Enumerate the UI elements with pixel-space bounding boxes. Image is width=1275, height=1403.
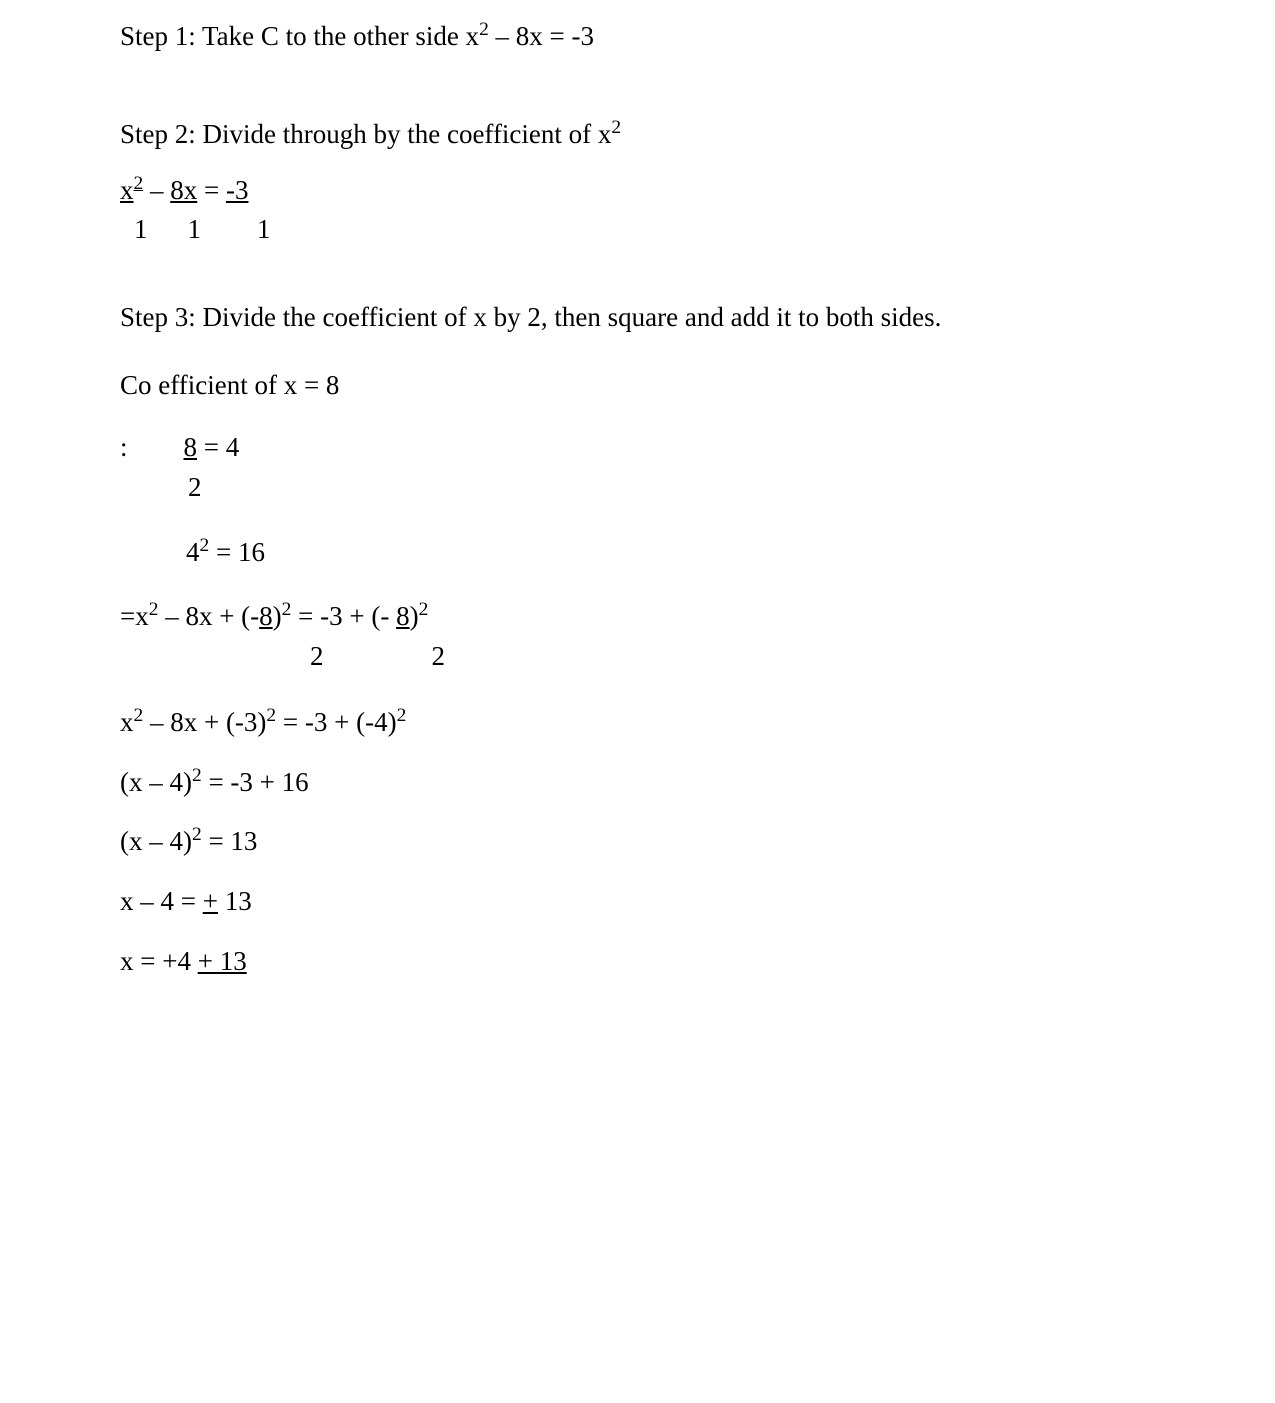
eqA-eq: = -3 + (- [291,601,396,631]
eqA-8a: 8 [259,601,273,631]
den-1a: 1 [134,214,148,244]
eq4: = 4 [197,432,239,462]
step3-eqB: x2 – 8x + (-3)2 = -3 + (-4)2 [120,704,1275,742]
step3-eqA-num: =x2 – 8x + (-8)2 = -3 + (- 8)2 [120,598,1275,636]
exp-2: 2 [149,599,159,620]
frac-8: 8 [184,432,198,462]
exp-2: 2 [134,173,144,194]
eqB-mid: – 8x + (-3) [143,707,266,737]
step3-eqC: (x – 4)2 = -3 + 16 [120,764,1275,802]
exp-2: 2 [200,535,210,556]
frac-8x: 8x [170,175,197,205]
step3-4sq: 42 = 16 [120,534,1275,572]
frac-x2: x [120,175,134,205]
eqA-pre: =x [120,601,149,631]
eqA-p2: ) [410,601,419,631]
eqC-rest: = -3 + 16 [202,767,309,797]
eqA-8b: 8 [396,601,410,631]
step1-text: Step 1: Take C to the other side x [120,21,479,51]
exp-2: 2 [134,705,144,726]
exp-2: 2 [192,765,202,786]
eqA-d1: 2 [310,641,324,671]
eqC-pre: (x – 4) [120,767,192,797]
eqA-d2: 2 [432,641,446,671]
eqA-p1: ) [273,601,282,631]
den-2: 2 [188,472,202,502]
eqE-pre: x – 4 = [120,886,203,916]
step3-eqD: (x – 4)2 = 13 [120,823,1275,861]
den-1c: 1 [257,214,271,244]
step3-eqA-den: 22 [120,638,1275,676]
eqB-rest2: = -3 + (-4) [276,707,396,737]
four: 4 [186,537,200,567]
step2-frac-den: 1 1 1 [120,211,1275,249]
step-2: Step 2: Divide through by the coefficien… [120,116,1275,249]
eqF-pm: + 13 [198,946,247,976]
exp-2: 2 [611,117,621,138]
step2-text: Step 2: Divide through by the coefficien… [120,119,611,149]
step2-frac-num: x2 – 8x = -3 [120,172,1275,210]
eqB-x: x [120,707,134,737]
step3-eqF: x = +4 + 13 [120,943,1275,981]
exp-2: 2 [192,824,202,845]
step3-8over2-den: 2 [120,469,1275,507]
step3-coef: Co efficient of x = 8 [120,367,1275,405]
eq16: = 16 [209,537,265,567]
eqF-pre: x = +4 [120,946,198,976]
frac-eq: = [197,175,226,205]
exp-2: 2 [397,705,407,726]
exp-2: 2 [419,599,429,620]
frac-neg3: -3 [226,175,249,205]
step3-8over2: : 8 = 4 [120,429,1275,467]
step3-eqE: x – 4 = + 13 [120,883,1275,921]
step-3: Step 3: Divide the coefficient of x by 2… [120,299,1275,981]
eqD-pre: (x – 4) [120,826,192,856]
step3-label-line: Step 3: Divide the coefficient of x by 2… [120,299,1110,337]
exp-2: 2 [282,599,292,620]
step-1: Step 1: Take C to the other side x2 – 8x… [120,18,1110,56]
eqD-rest: = 13 [202,826,258,856]
step1-text-b: – 8x = -3 [489,21,594,51]
exp-2: 2 [479,19,489,40]
exp-2: 2 [266,705,276,726]
colon: : [120,432,128,462]
den-1b: 1 [188,214,202,244]
step3-text: Step 3: Divide the coefficient of x by 2… [120,302,941,332]
frac-minus: – [143,175,170,205]
step2-label-line: Step 2: Divide through by the coefficien… [120,116,1275,154]
eqE-pm: + [203,886,218,916]
eqE-rest: 13 [218,886,252,916]
eqA-mid: – 8x + (- [158,601,259,631]
